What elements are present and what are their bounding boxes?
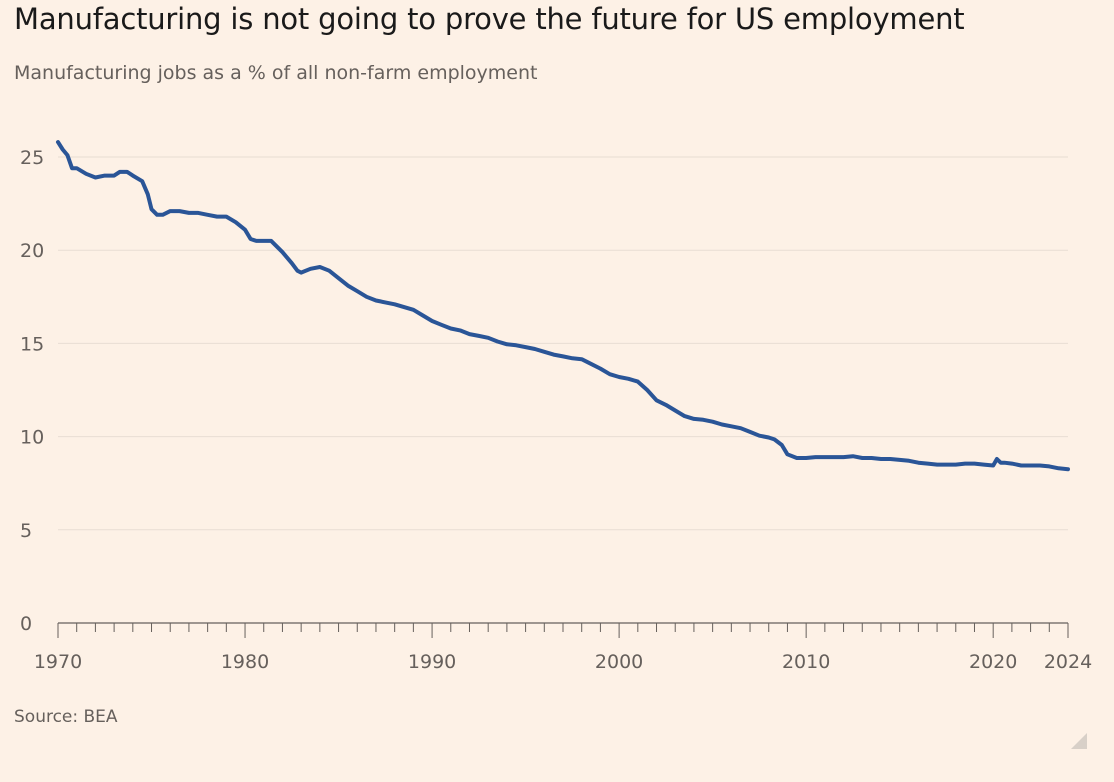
y-tick-label-5: 5 <box>20 520 32 542</box>
source-note: Source: BEA <box>14 707 118 727</box>
line-chart: 0 5 10 15 20 25 1970 1980 1990 2000 2010 2020 2024 <box>20 140 1092 673</box>
x-tick-label-2010: 2010 <box>782 651 830 673</box>
x-tick-label-2024: 2024 <box>1044 651 1092 673</box>
y-tick-label-0: 0 <box>20 613 32 635</box>
x-tick-label-2000: 2000 <box>595 651 643 673</box>
y-tick-label-10: 10 <box>20 427 44 449</box>
y-tick-label-15: 15 <box>20 333 44 355</box>
y-tick-label-20: 20 <box>20 240 44 262</box>
y-tick-label-25: 25 <box>20 147 44 169</box>
x-tick-label-1970: 1970 <box>34 651 82 673</box>
resize-handle-icon[interactable] <box>1071 733 1087 749</box>
x-tick-label-1990: 1990 <box>408 651 456 673</box>
x-tick-label-2020: 2020 <box>969 651 1017 673</box>
series-line-0 <box>56 140 1070 472</box>
chart-subtitle: Manufacturing jobs as a % of all non-far… <box>14 62 538 84</box>
x-tick-label-1980: 1980 <box>221 651 269 673</box>
chart-title: Manufacturing is not going to prove the … <box>14 2 965 36</box>
